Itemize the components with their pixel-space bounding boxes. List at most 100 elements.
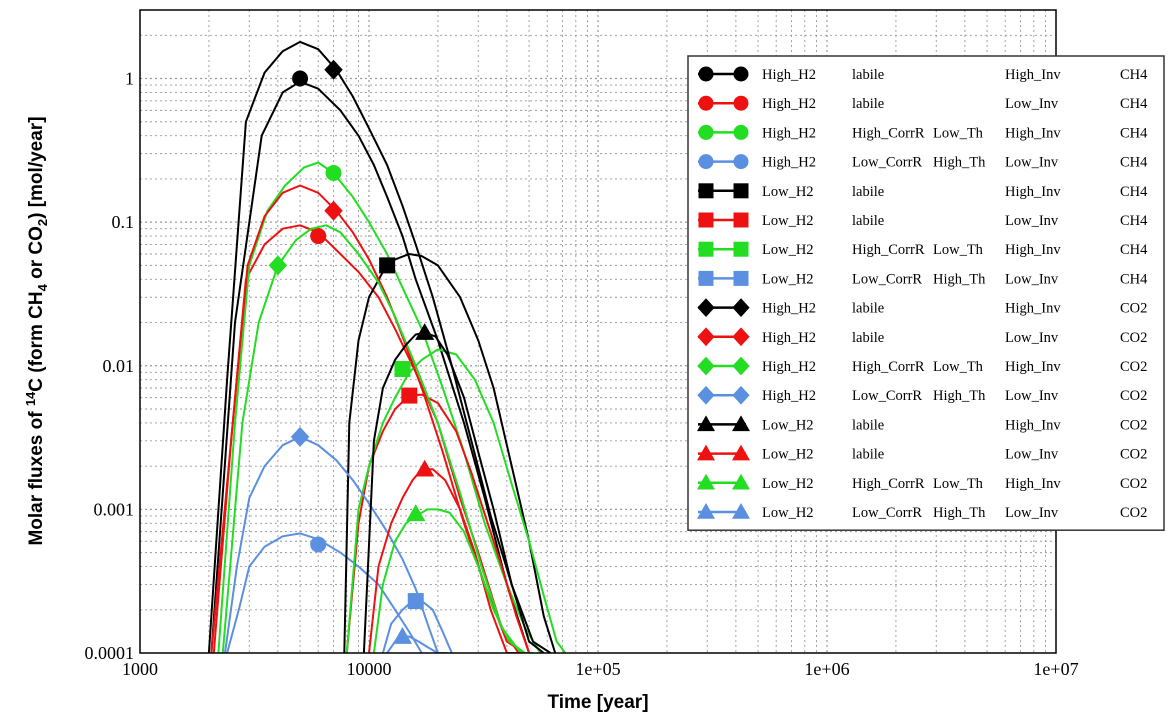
legend-label: labile <box>852 184 884 200</box>
legend-label: High_H2 <box>762 96 816 112</box>
series-marker <box>734 213 749 228</box>
legend-label: labile <box>852 417 884 433</box>
legend-label: Low_Inv <box>1005 505 1059 521</box>
legend-label: Low_CorrR <box>852 155 922 171</box>
legend-label: Low_Inv <box>1005 213 1059 229</box>
legend-label: CH4 <box>1120 67 1148 83</box>
legend-label: High_Th <box>933 505 986 521</box>
series-marker <box>734 242 749 257</box>
x-tick-label: 1e+07 <box>1033 659 1078 679</box>
legend-label: High_Inv <box>1005 417 1061 433</box>
legend-label: Low_H2 <box>762 213 814 229</box>
y-axis-title: Molar fluxes of 14C (form CH4 or CO2) [m… <box>23 116 50 545</box>
series-marker <box>699 213 714 228</box>
legend-label: CH4 <box>1120 96 1148 112</box>
legend-label: High_Inv <box>1005 476 1061 492</box>
series-marker <box>310 536 326 552</box>
legend-label: Low_Inv <box>1005 271 1059 287</box>
legend-label: High_CorrR <box>852 359 925 375</box>
legend-label: labile <box>852 67 884 83</box>
series-marker <box>699 183 714 198</box>
legend-label: Low_H2 <box>762 242 814 258</box>
legend-label: High_Th <box>933 271 986 287</box>
y-tick-label: 0.0001 <box>85 643 135 663</box>
legend-label: Low_H2 <box>762 476 814 492</box>
series-marker <box>292 71 308 87</box>
legend-label: High_Th <box>933 155 986 171</box>
legend-label: Low_H2 <box>762 417 814 433</box>
legend-label: High_Inv <box>1005 184 1061 200</box>
series-marker <box>699 154 714 169</box>
legend-label: High_CorrR <box>852 242 925 258</box>
legend-label: Low_Inv <box>1005 447 1059 463</box>
legend-label: Low_CorrR <box>852 505 922 521</box>
series-marker <box>734 271 749 286</box>
legend-label: Low_H2 <box>762 271 814 287</box>
y-tick-label: 0.1 <box>112 212 135 232</box>
legend-label: CO2 <box>1120 417 1147 433</box>
legend-label: High_Th <box>933 388 986 404</box>
legend-label: labile <box>852 96 884 112</box>
y-tick-label: 1 <box>125 69 134 89</box>
legend-label: labile <box>852 213 884 229</box>
legend-box <box>688 56 1164 530</box>
legend-label: High_H2 <box>762 125 816 141</box>
legend-label: High_H2 <box>762 330 816 346</box>
series-marker <box>699 271 714 286</box>
legend-label: Low_Inv <box>1005 388 1059 404</box>
legend-label: CO2 <box>1120 359 1147 375</box>
series-marker <box>394 361 410 377</box>
series-marker <box>401 388 417 404</box>
legend-label: CH4 <box>1120 271 1148 287</box>
legend-label: CH4 <box>1120 213 1148 229</box>
series-marker <box>699 242 714 257</box>
series-marker <box>734 154 749 169</box>
legend-label: High_Inv <box>1005 359 1061 375</box>
legend-label: High_H2 <box>762 359 816 375</box>
series-marker <box>734 125 749 140</box>
y-tick-label: 0.01 <box>103 356 135 376</box>
legend-label: High_H2 <box>762 67 816 83</box>
legend-label: High_Inv <box>1005 67 1061 83</box>
x-tick-label: 1e+05 <box>575 659 620 679</box>
legend-label: CO2 <box>1120 505 1147 521</box>
legend-label: Low_CorrR <box>852 388 922 404</box>
x-tick-label: 10000 <box>347 659 392 679</box>
legend-label: CH4 <box>1120 184 1148 200</box>
series-marker <box>699 67 714 82</box>
legend-label: High_Inv <box>1005 301 1061 317</box>
series-marker <box>310 228 326 244</box>
legend-label: CO2 <box>1120 388 1147 404</box>
legend-label: Low_Inv <box>1005 96 1059 112</box>
legend-label: Low_H2 <box>762 447 814 463</box>
legend-label: High_CorrR <box>852 476 925 492</box>
legend-label: Low_CorrR <box>852 271 922 287</box>
legend-label: High_Inv <box>1005 242 1061 258</box>
legend-label: Low_Th <box>933 125 984 141</box>
legend-label: CH4 <box>1120 242 1148 258</box>
x-tick-label: 1e+06 <box>804 659 849 679</box>
legend-label: CH4 <box>1120 125 1148 141</box>
x-axis-title: Time [year] <box>547 692 648 713</box>
legend-label: Low_Inv <box>1005 330 1059 346</box>
legend-label: CO2 <box>1120 447 1147 463</box>
legend-label: labile <box>852 447 884 463</box>
legend-label: labile <box>852 330 884 346</box>
legend-label: High_H2 <box>762 388 816 404</box>
series-marker <box>734 183 749 198</box>
legend-label: CO2 <box>1120 301 1147 317</box>
y-tick-labels: 0.00010.0010.010.11 <box>85 69 135 663</box>
series-marker <box>699 96 714 111</box>
legend-label: High_Inv <box>1005 125 1061 141</box>
legend-label: CO2 <box>1120 476 1147 492</box>
legend-label: Low_Th <box>933 359 984 375</box>
series-marker <box>734 96 749 111</box>
legend-label: Low_Th <box>933 242 984 258</box>
legend-label: High_H2 <box>762 155 816 171</box>
legend-label: Low_Th <box>933 476 984 492</box>
legend-label: CO2 <box>1120 330 1147 346</box>
series-marker <box>734 67 749 82</box>
legend-label: CH4 <box>1120 155 1148 171</box>
